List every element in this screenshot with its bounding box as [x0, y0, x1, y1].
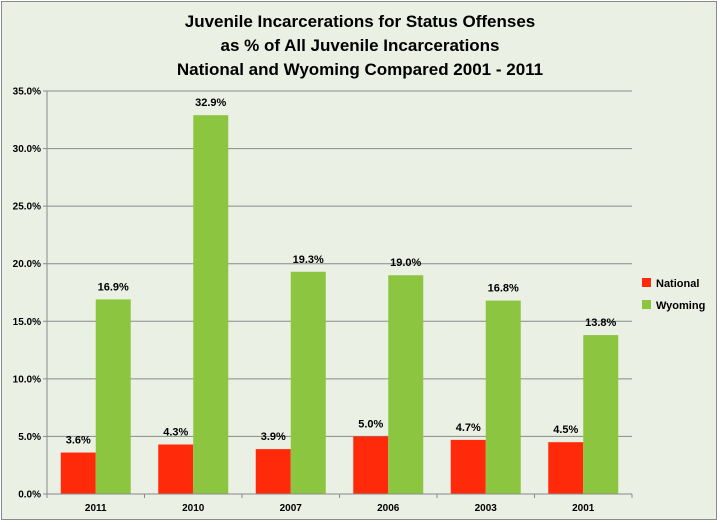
legend-swatch-national [642, 278, 651, 287]
bar-national-2001 [548, 442, 584, 494]
y-tick-label: 5.0% [18, 432, 41, 443]
x-tick-label: 2007 [280, 503, 303, 514]
x-tick-label: 2006 [377, 503, 400, 514]
bar-wyoming-2007 [290, 271, 326, 494]
bar-national-2010 [158, 444, 194, 494]
data-label: 16.8% [488, 283, 519, 295]
x-tick-label: 2001 [572, 503, 595, 514]
data-label: 13.8% [585, 317, 616, 329]
bar-wyoming-2010 [193, 115, 229, 495]
chart-title-line-1: Juvenile Incarcerations for Status Offen… [184, 12, 536, 31]
data-label: 4.5% [553, 424, 578, 436]
data-label: 5.0% [358, 418, 383, 430]
data-label: 3.9% [261, 431, 286, 443]
y-tick-label: 10.0% [13, 374, 41, 385]
gridlines [47, 90, 632, 437]
y-tick-label: 0.0% [18, 490, 41, 501]
legend-label-wyoming: Wyoming [656, 300, 705, 312]
data-label: 32.9% [195, 97, 226, 109]
legend: National Wyoming [642, 278, 705, 312]
bar-national-2003 [450, 439, 486, 494]
bar-national-2006 [353, 436, 389, 494]
data-label: 4.7% [456, 422, 481, 434]
bar-wyoming-2003 [485, 300, 521, 494]
y-tick-label: 30.0% [13, 144, 41, 155]
y-tick-label: 20.0% [13, 259, 41, 270]
data-label: 19.3% [293, 254, 324, 266]
data-label: 4.3% [163, 426, 188, 438]
axes: 0.0% 5.0% 10.0% 15.0% 20.0% 25.0% 30.0% 35.0% 20… [13, 87, 633, 514]
bar-wyoming-2006 [388, 275, 424, 494]
x-tick-label: 2003 [475, 503, 498, 514]
data-labels: 3.6% 16.9% 4.3% 32.9% 3.9% 19.3% 5.0% 19.0% 4.7%… [66, 97, 617, 446]
data-label: 19.0% [390, 257, 421, 269]
bar-national-2007 [255, 449, 291, 494]
x-tick-label: 2010 [182, 503, 205, 514]
y-tick-label: 35.0% [13, 87, 41, 98]
x-tick-label: 2011 [85, 503, 107, 514]
y-tick-label: 25.0% [13, 202, 41, 213]
bar-wyoming-2011 [95, 299, 131, 494]
bars [60, 115, 619, 495]
data-label: 3.6% [66, 435, 91, 447]
chart-title-line-2: as % of All Juvenile Incarcerations [220, 36, 500, 55]
y-tick-label: 15.0% [13, 317, 41, 328]
legend-swatch-wyoming [642, 300, 651, 309]
bar-wyoming-2001 [583, 335, 619, 494]
legend-label-national: National [656, 278, 699, 290]
chart-title: Juvenile Incarcerations for Status Offen… [2, 10, 718, 82]
bar-national-2011 [60, 452, 96, 494]
data-label: 16.9% [98, 281, 129, 293]
chart-title-line-3: National and Wyoming Compared 2001 - 201… [176, 60, 544, 79]
